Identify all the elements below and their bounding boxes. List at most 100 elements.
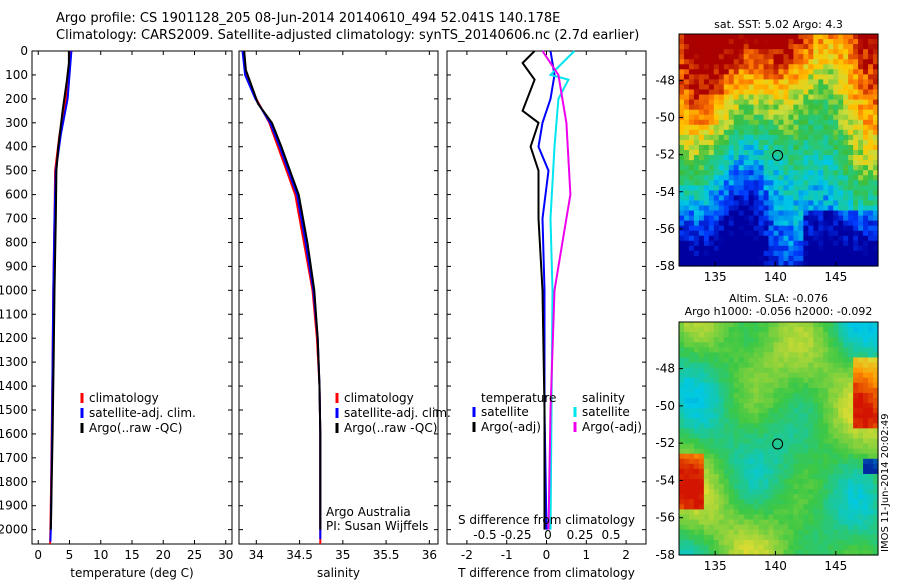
map-cell xyxy=(748,34,755,40)
map-cell xyxy=(718,195,725,202)
map-cell xyxy=(788,230,795,237)
map-cell xyxy=(783,499,790,505)
map-cell xyxy=(773,372,780,379)
map-cell xyxy=(858,94,864,101)
map-cell xyxy=(693,524,700,531)
map-cell xyxy=(768,418,775,424)
map-cell xyxy=(763,170,770,176)
map-cell xyxy=(828,44,834,50)
map-cell xyxy=(688,155,695,161)
map-cell xyxy=(808,438,814,445)
map-cell xyxy=(718,94,725,101)
map-cell xyxy=(868,524,874,531)
map-cell xyxy=(763,397,770,404)
map-cell xyxy=(768,397,775,404)
map-cell xyxy=(873,524,879,531)
map-cell xyxy=(778,423,785,429)
map-cell xyxy=(683,255,690,262)
map-cell xyxy=(733,372,740,379)
map-cell xyxy=(713,484,720,490)
map-cell xyxy=(703,453,710,460)
map-cell xyxy=(713,367,720,374)
map-cell xyxy=(728,39,735,45)
map-cell xyxy=(723,54,730,60)
map-cell xyxy=(748,69,755,75)
map-cell xyxy=(713,413,720,419)
map-cell xyxy=(853,458,859,465)
map-cell xyxy=(838,539,844,546)
map-cell xyxy=(698,539,705,546)
map-cell xyxy=(758,195,765,202)
map-cell xyxy=(748,438,755,445)
map-cell xyxy=(703,479,710,485)
map-cell xyxy=(803,139,809,146)
map-cell xyxy=(753,504,760,511)
map-cell xyxy=(793,79,799,86)
map-cell xyxy=(858,104,864,111)
map-cell xyxy=(773,352,780,359)
map-cell xyxy=(723,165,730,171)
map-cell xyxy=(803,44,809,50)
map-cell xyxy=(743,473,750,480)
map-cell xyxy=(793,458,799,465)
map-cell xyxy=(758,448,765,455)
map-cell xyxy=(833,377,839,384)
map-cell xyxy=(873,367,879,374)
map-cell xyxy=(793,54,799,60)
map-cell xyxy=(788,453,795,460)
map-cell xyxy=(688,448,695,455)
map-cell xyxy=(703,160,710,166)
map-cell xyxy=(713,453,720,460)
map-cell xyxy=(783,200,790,207)
map-cell xyxy=(823,109,829,116)
map-cell xyxy=(833,109,839,116)
map-cell xyxy=(723,397,730,404)
map-cell xyxy=(783,185,790,191)
map-cell xyxy=(788,499,795,505)
map-cell xyxy=(733,89,740,96)
map-cell xyxy=(868,499,874,505)
map-cell xyxy=(793,453,799,460)
map-cell xyxy=(683,347,690,353)
map-cell xyxy=(693,155,700,161)
map-cell xyxy=(853,39,859,45)
map-cell xyxy=(693,185,700,191)
map-cell xyxy=(788,119,795,126)
map-cell xyxy=(848,473,854,480)
map-cell xyxy=(723,195,730,202)
map-cell xyxy=(748,418,755,424)
map-cell xyxy=(868,504,874,511)
map-cell xyxy=(728,367,735,374)
map-cell xyxy=(703,69,710,75)
map-cell xyxy=(773,109,780,116)
map-cell xyxy=(753,74,760,80)
map-cell xyxy=(828,362,834,369)
map-cell xyxy=(698,484,705,490)
map-cell xyxy=(708,352,715,359)
map-cell xyxy=(688,468,695,475)
map-cell xyxy=(843,64,849,70)
map-cell xyxy=(693,463,700,470)
map-cell xyxy=(833,397,839,404)
map-cell xyxy=(848,260,854,267)
map-cell xyxy=(768,438,775,445)
map-cell xyxy=(773,433,780,440)
map-cell xyxy=(693,377,700,384)
map-cell xyxy=(753,99,760,106)
map-cell xyxy=(748,49,755,55)
map-cell xyxy=(679,322,685,328)
map-cell xyxy=(743,418,750,424)
map-cell xyxy=(753,230,760,237)
map-cell xyxy=(753,519,760,526)
map-cell xyxy=(758,215,765,222)
map-cell xyxy=(858,458,864,465)
map-cell xyxy=(848,408,854,414)
map-cell xyxy=(768,499,775,505)
map-cell xyxy=(798,225,804,232)
map-cell xyxy=(708,34,715,40)
map-cell xyxy=(783,458,790,465)
map-cell xyxy=(793,240,799,247)
map-cell xyxy=(748,509,755,516)
map-cell xyxy=(753,357,760,364)
map-cell xyxy=(808,468,814,475)
